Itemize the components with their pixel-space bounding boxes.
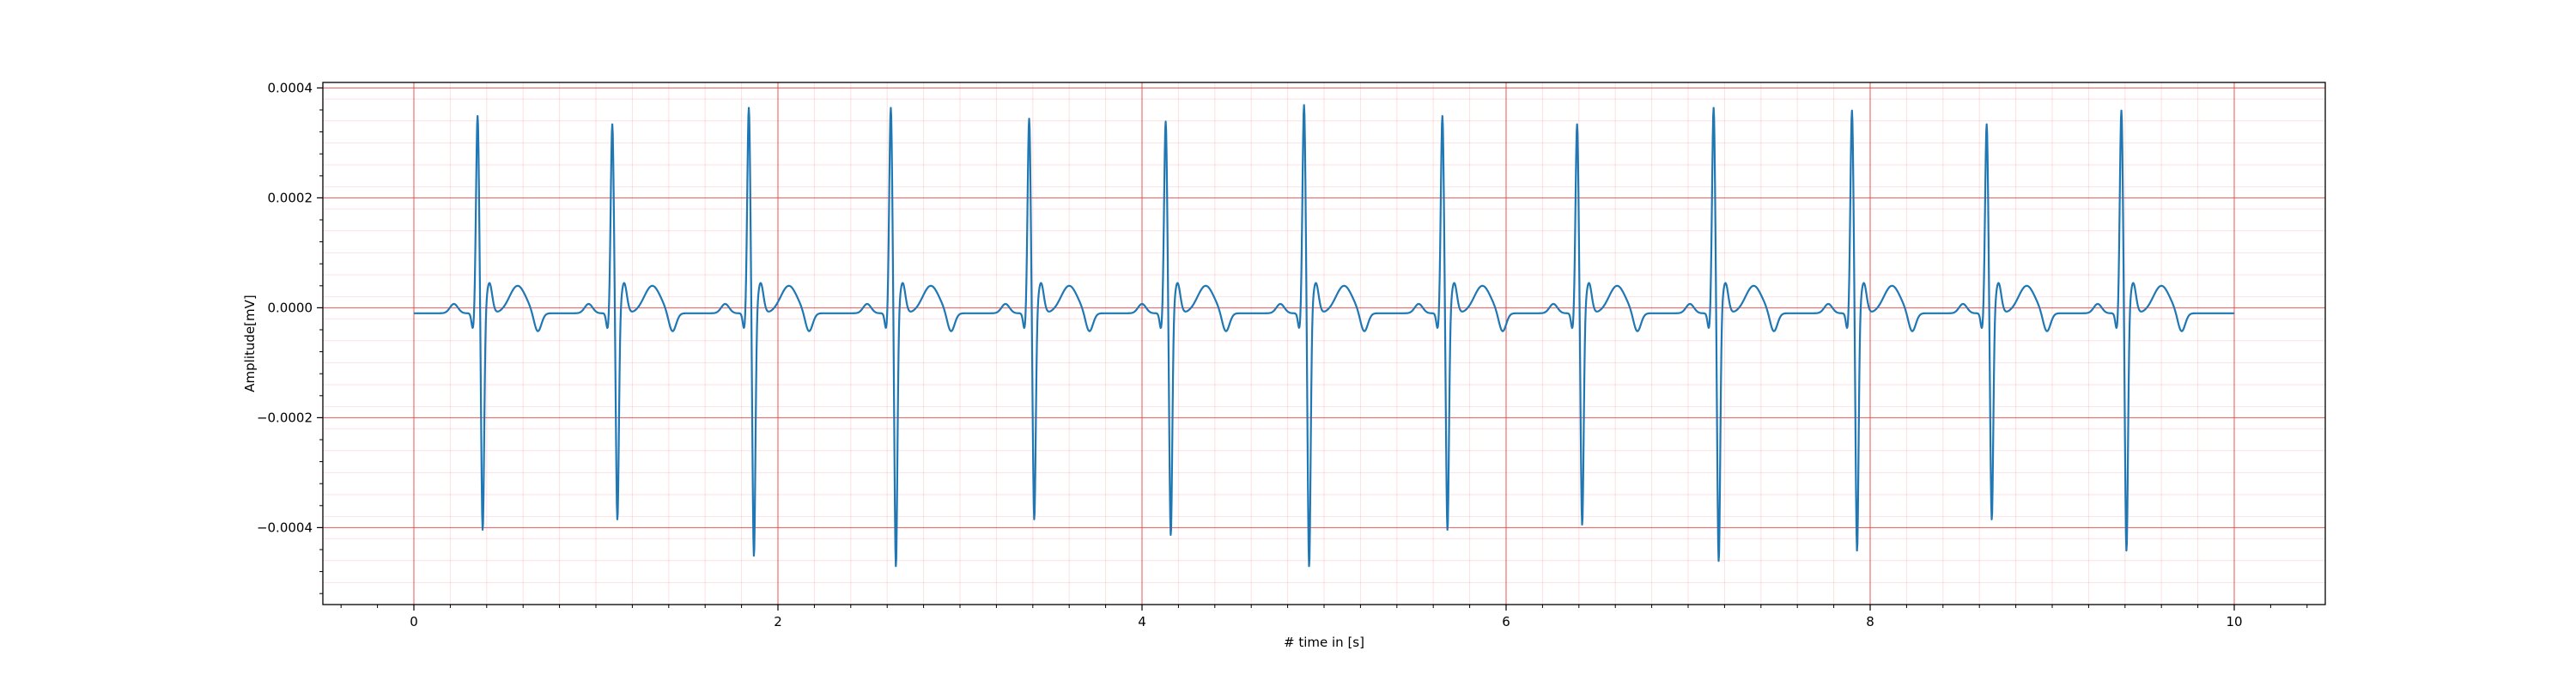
y-tick-label: 0.0002 <box>268 190 313 205</box>
y-axis-label: Amplitude[mV] <box>242 295 258 392</box>
x-axis-label: # time in [s] <box>1284 635 1364 650</box>
x-axis-ticks: 0 2 4 6 8 10 <box>340 605 2308 629</box>
ecg-signal-line <box>413 104 2235 568</box>
x-tick-label: 2 <box>774 614 782 629</box>
major-grid <box>323 82 2325 605</box>
x-tick-label: 4 <box>1138 614 1146 629</box>
x-tick-label: 8 <box>1866 614 1874 629</box>
y-tick-label: −0.0004 <box>257 520 313 535</box>
y-axis-ticks: 0.0004 0.0002 0.0000 −0.0002 −0.0004 <box>257 80 323 594</box>
y-tick-label: 0.0000 <box>268 300 313 315</box>
y-tick-label: −0.0002 <box>257 410 313 425</box>
minor-grid <box>323 82 2325 605</box>
x-tick-label: 0 <box>410 614 418 629</box>
y-tick-label: 0.0004 <box>268 80 313 95</box>
x-tick-label: 6 <box>1502 614 1510 629</box>
x-tick-label: 10 <box>2226 614 2242 629</box>
